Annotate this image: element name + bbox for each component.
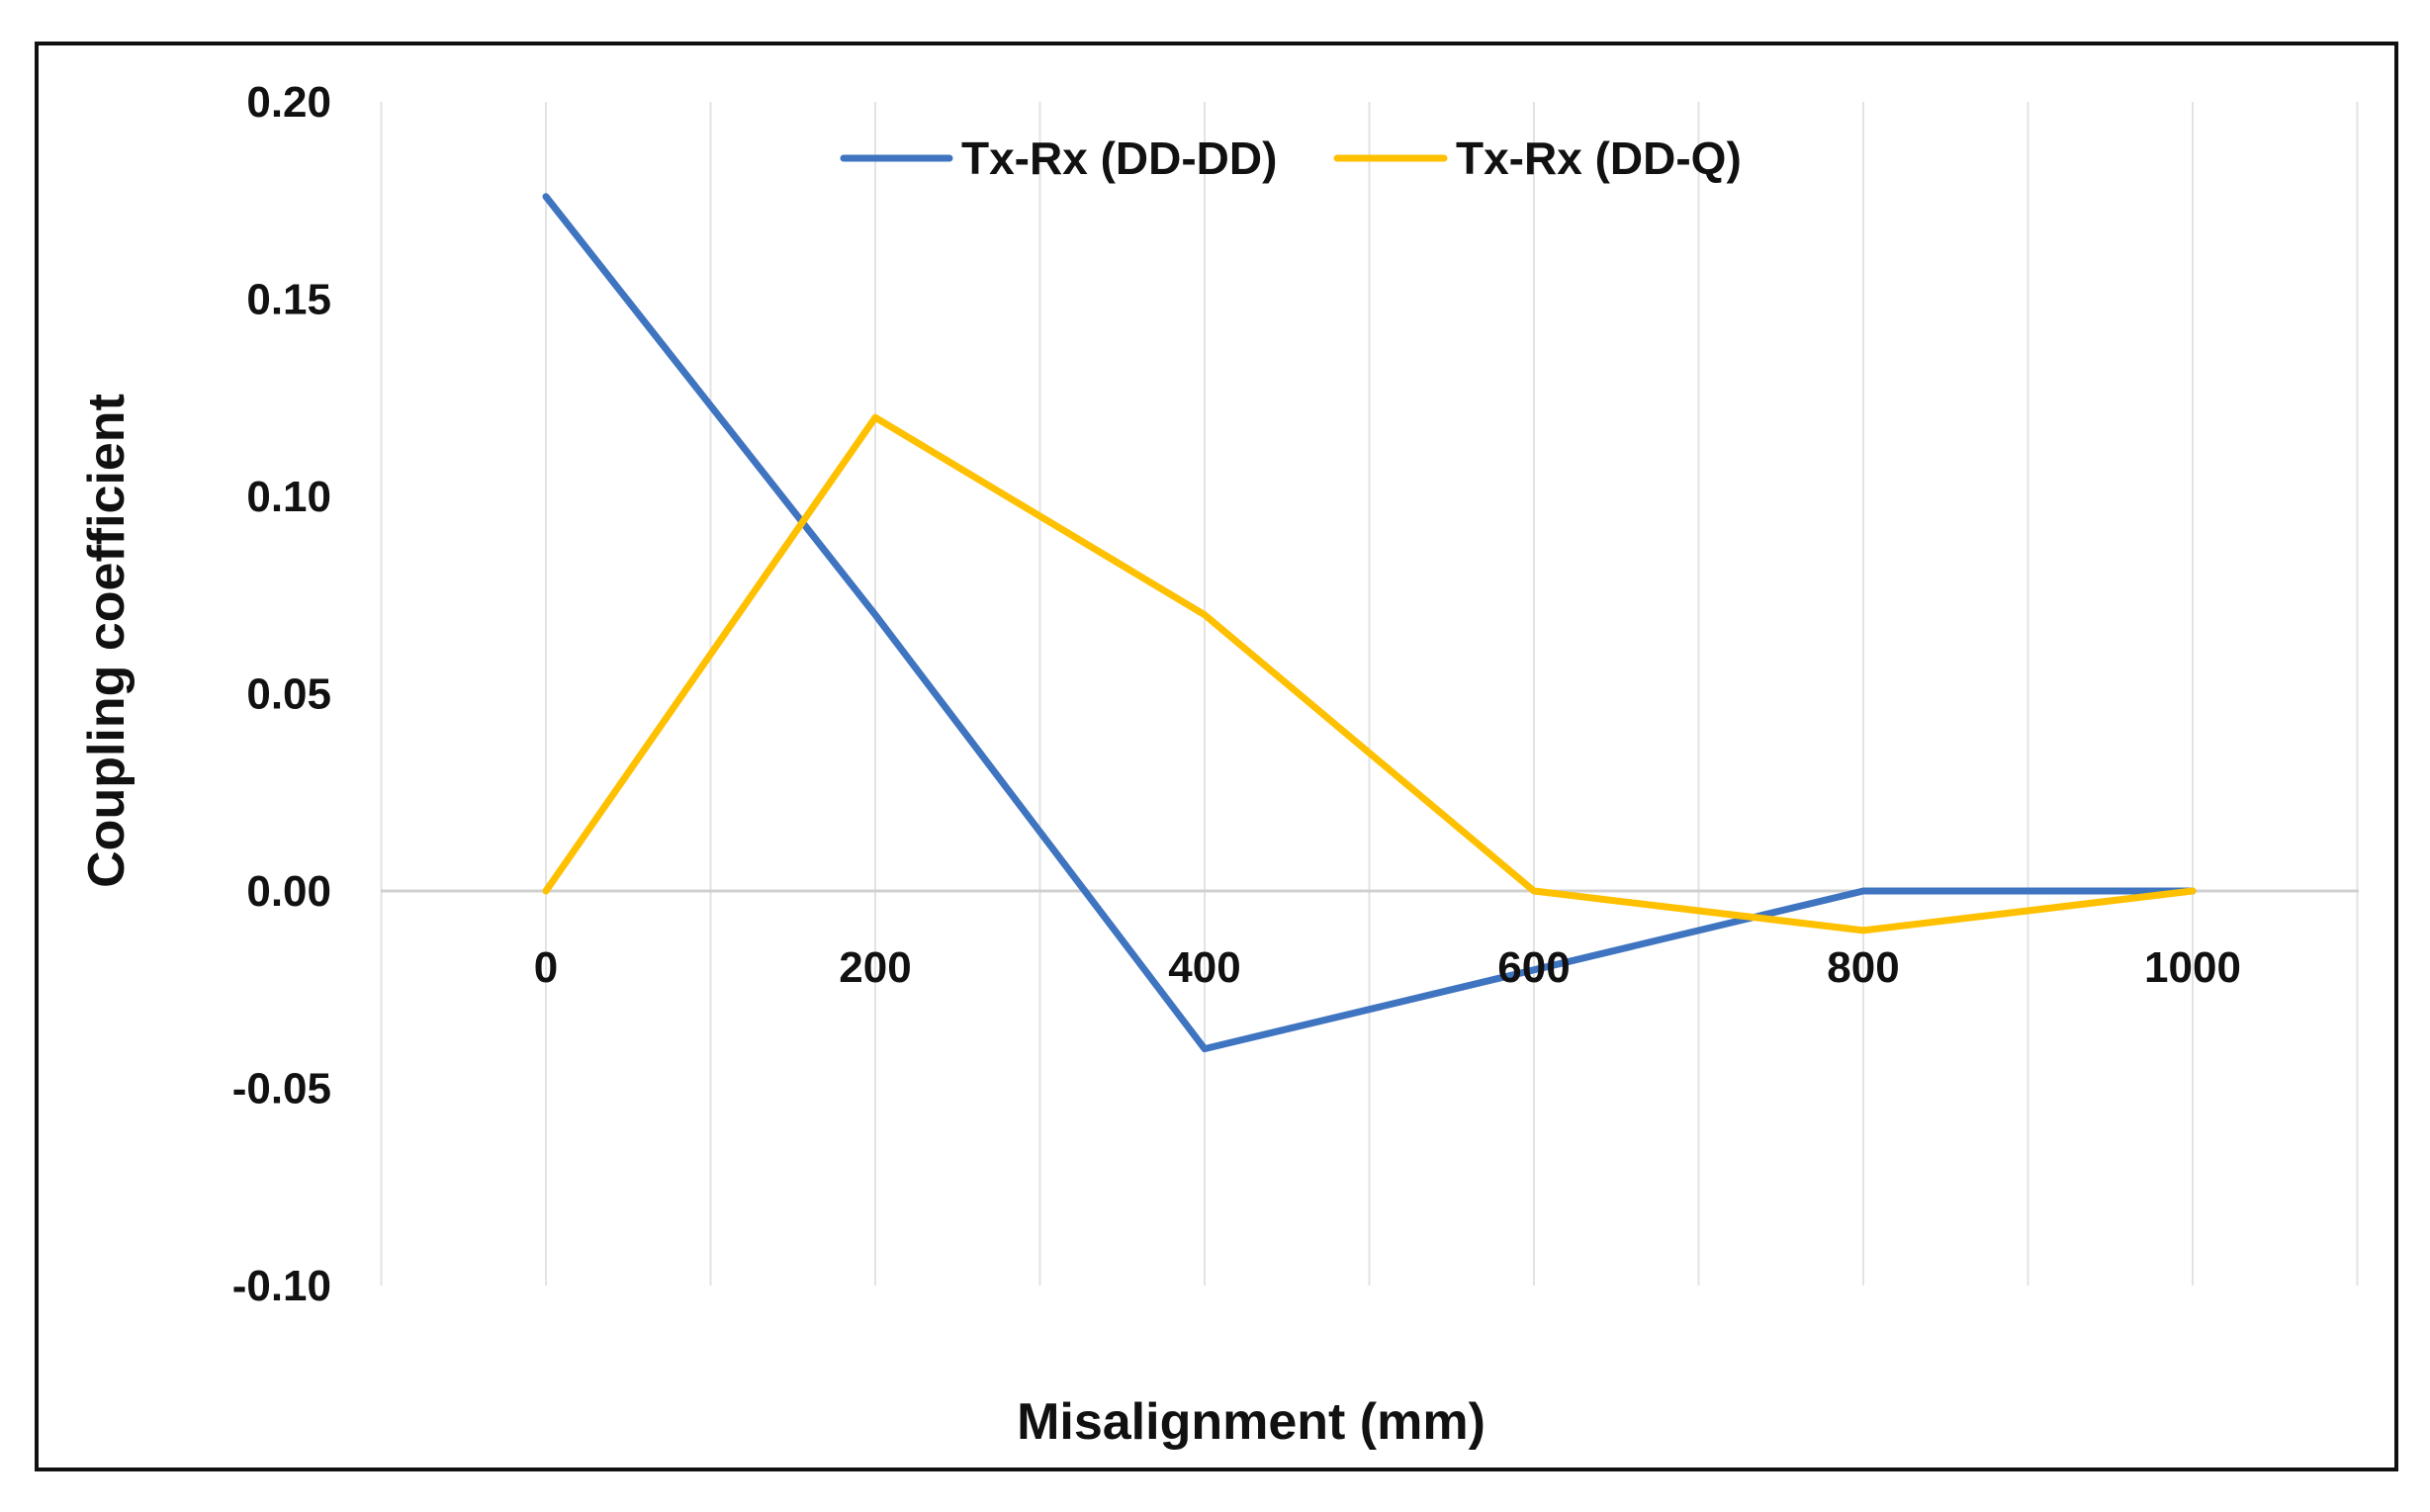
y-tick-label: 0.10 — [246, 473, 331, 521]
legend: Tx-Rx (DD-DD) Tx-Rx (DD-Q) — [840, 133, 1742, 184]
chart-frame — [35, 42, 2398, 1471]
y-tick-label: 0.05 — [246, 670, 331, 719]
x-tick-label: 0 — [534, 943, 558, 992]
x-tick-label: 400 — [1168, 943, 1240, 992]
y-tick-labels: 0.20 0.15 0.10 0.05 0.00 -0.05 -0.10 — [232, 78, 331, 1310]
series-line-2 — [542, 413, 2197, 934]
x-tick-label: 200 — [839, 943, 911, 992]
y-tick-label: -0.10 — [232, 1262, 331, 1310]
legend-label-2: Tx-Rx (DD-Q) — [1456, 133, 1742, 184]
y-tick-label: 0.20 — [246, 78, 331, 127]
x-tick-labels: 0 200 400 600 800 1000 — [534, 943, 2241, 992]
y-tick-label: 0.00 — [246, 867, 331, 916]
series-layer — [542, 193, 2197, 1053]
x-tick-label: 800 — [1827, 943, 1899, 992]
y-tick-label: 0.15 — [246, 276, 331, 324]
y-tick-label: -0.05 — [232, 1065, 331, 1113]
legend-label-1: Tx-Rx (DD-DD) — [961, 133, 1277, 184]
series-line-1 — [542, 193, 2197, 1053]
x-axis-title: Misalignment (mm) — [1017, 1393, 1485, 1451]
y-axis-title: Coupling coefficient — [78, 394, 135, 888]
grid-layer — [380, 102, 2359, 1286]
x-tick-label: 1000 — [2144, 943, 2241, 992]
x-tick-label: 600 — [1497, 943, 1570, 992]
